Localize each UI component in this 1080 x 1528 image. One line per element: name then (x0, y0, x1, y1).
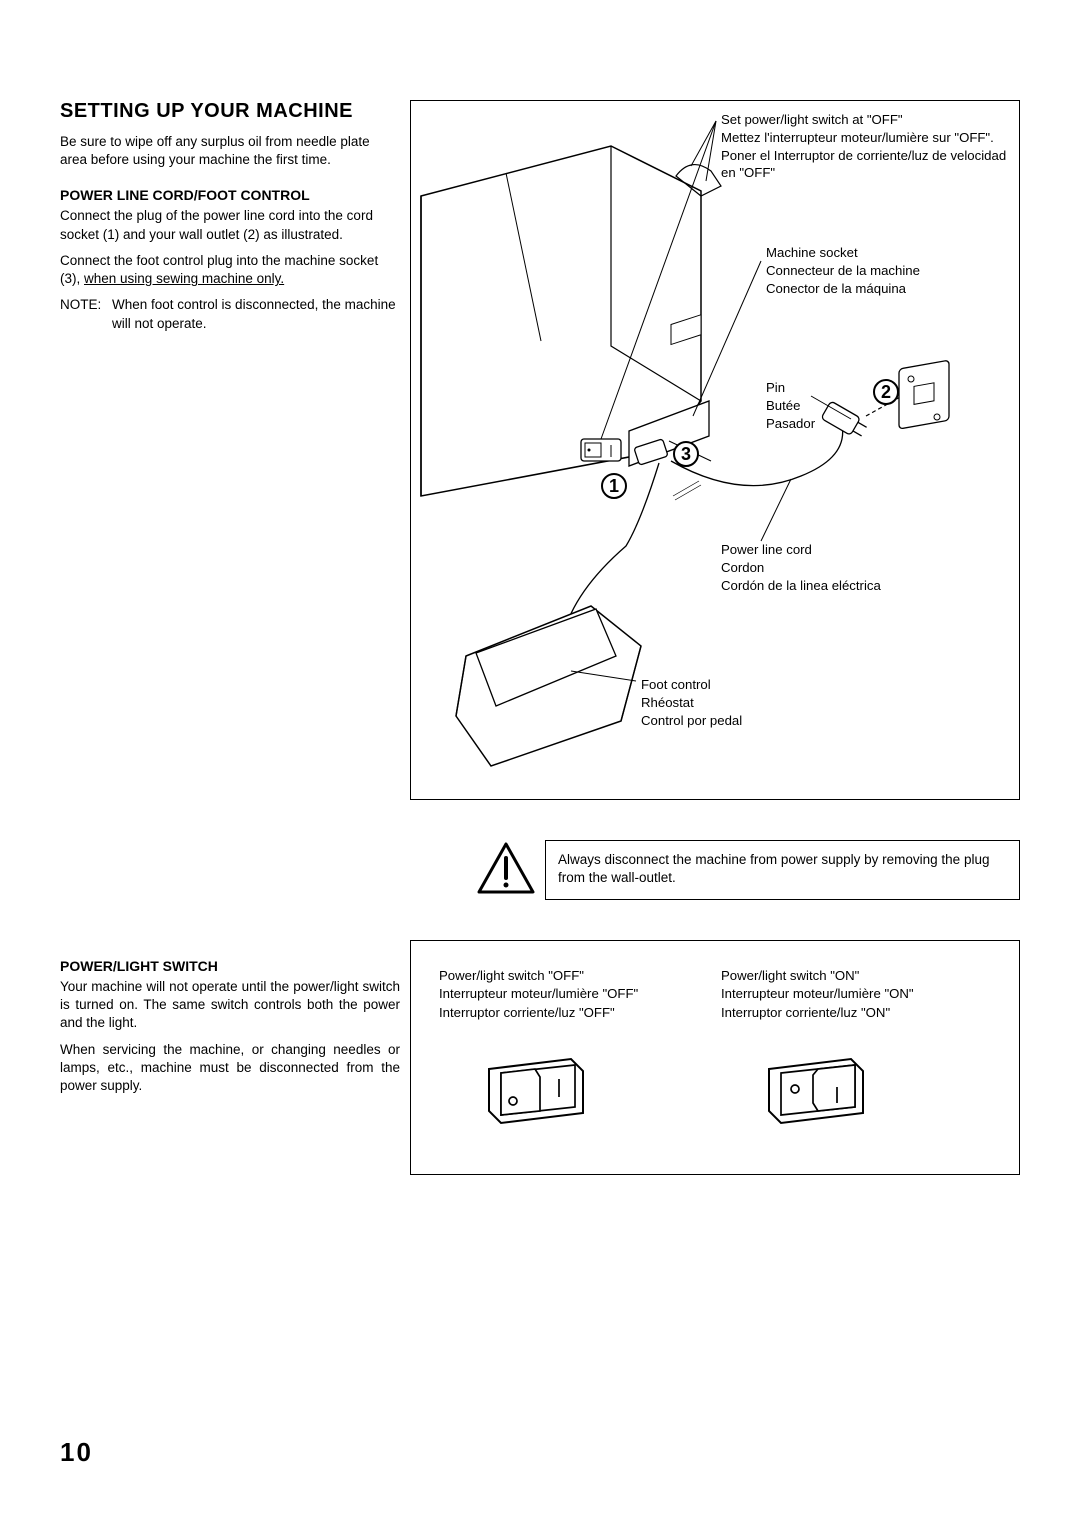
page-number: 10 (60, 1437, 93, 1468)
switch-off-icon (481, 1051, 591, 1131)
section2-p1: Your machine will not operate until the … (60, 978, 400, 1033)
section2-heading: POWER/LIGHT SWITCH (60, 958, 400, 974)
section2-p2: When servicing the machine, or changing … (60, 1041, 400, 1096)
section1-p2: Connect the foot control plug into the m… (60, 252, 400, 288)
switch-diagram: Power/light switch "OFF" Interrupteur mo… (410, 940, 1020, 1175)
page-title: SETTING UP YOUR MACHINE (60, 100, 400, 123)
callout-2: 2 (873, 379, 899, 405)
callout-1: 1 (601, 473, 627, 499)
label-socket: Machine socket Connecteur de la machine … (766, 244, 1016, 297)
section1-heading: POWER LINE CORD/FOOT CONTROL (60, 187, 400, 203)
callout-3: 3 (673, 441, 699, 467)
warning-icon (475, 838, 537, 900)
switch-on-icon (761, 1051, 871, 1131)
switch-on-labels: Power/light switch "ON" Interrupteur mot… (721, 967, 1001, 1022)
label-pin: Pin Butée Pasador (766, 379, 866, 432)
section1-p1: Connect the plug of the power line cord … (60, 207, 400, 243)
label-foot: Foot control Rhéostat Control por pedal (641, 676, 841, 729)
label-cord: Power line cord Cordon Cordón de la line… (721, 541, 1011, 594)
label-switch-off: Set power/light switch at "OFF" Mettez l… (721, 111, 1011, 182)
intro-text: Be sure to wipe off any surplus oil from… (60, 133, 400, 169)
warning-text: Always disconnect the machine from power… (545, 840, 1020, 900)
main-diagram: 1 2 3 Set power/light switch at "OFF" Me… (410, 100, 1020, 800)
section1-note: NOTE: When foot control is disconnected,… (60, 296, 400, 332)
switch-off-labels: Power/light switch "OFF" Interrupteur mo… (439, 967, 699, 1022)
